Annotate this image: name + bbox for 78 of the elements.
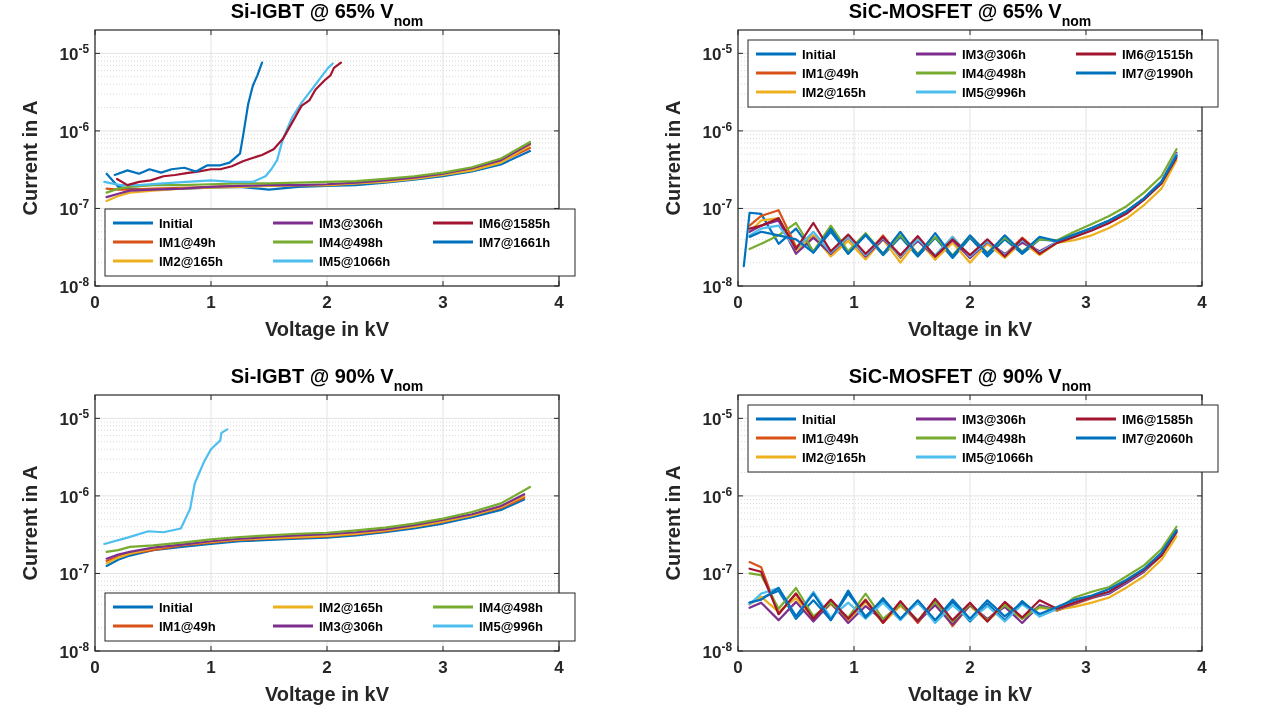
x-tick-label: 1 (849, 658, 859, 677)
legend-label: IM3@306h (962, 47, 1027, 62)
x-tick-label: 0 (90, 293, 100, 312)
y-tick-label: 10$^{-7}$ (702, 562, 733, 585)
chart-title: Si-IGBT @ 65% V$_{nom}$ (230, 0, 424, 29)
legend-label: IM3@306h (319, 216, 384, 231)
x-tick-label: 3 (1081, 293, 1091, 312)
x-tick-label: 0 (733, 293, 743, 312)
x-tick-label: 3 (438, 293, 448, 312)
legend-label: IM5@996h (962, 85, 1027, 100)
y-tick-label: 10$^{-8}$ (59, 275, 90, 297)
x-tick-label: 4 (1197, 293, 1208, 312)
legend-label: Initial (802, 412, 836, 427)
y-tick-label: 10$^{-8}$ (702, 275, 733, 297)
x-tick-label: 2 (965, 293, 975, 312)
legend-label: IM2@165h (159, 254, 224, 269)
x-axis-title: Voltage in kV (264, 683, 390, 705)
x-tick-label: 3 (1081, 658, 1091, 677)
legend-label: IM1@49h (159, 235, 216, 250)
x-tick-label: 1 (849, 293, 859, 312)
legend-label: IM3@306h (319, 619, 384, 634)
chart-title: SiC-MOSFET @ 65% V$_{nom}$ (848, 0, 1092, 29)
y-tick-label: 10$^{-6}$ (59, 484, 90, 507)
chart-title: Si-IGBT @ 90% V$_{nom}$ (230, 365, 424, 394)
chart-title: SiC-MOSFET @ 90% V$_{nom}$ (848, 365, 1092, 394)
y-tick-label: 10$^{-6}$ (59, 119, 90, 142)
y-tick-label: 10$^{-7}$ (59, 197, 90, 220)
x-tick-label: 2 (965, 658, 975, 677)
x-axis-title: Voltage in kV (907, 318, 1033, 340)
legend-label: IM5@1066h (962, 450, 1034, 465)
y-tick-label: 10$^{-6}$ (702, 119, 733, 142)
y-tick-label: 10$^{-5}$ (59, 407, 90, 430)
legend-label: IM5@1066h (319, 254, 391, 269)
y-tick-label: 10$^{-7}$ (59, 562, 90, 585)
x-tick-label: 4 (554, 658, 565, 677)
legend-label: IM4@498h (319, 235, 384, 250)
x-tick-label: 0 (90, 658, 100, 677)
x-tick-label: 2 (322, 658, 332, 677)
x-tick-label: 2 (322, 293, 332, 312)
x-tick-label: 4 (1197, 658, 1208, 677)
legend-label: IM4@498h (962, 431, 1027, 446)
y-tick-label: 10$^{-7}$ (702, 197, 733, 220)
legend-label: IM7@1661h (479, 235, 551, 250)
legend-label: Initial (802, 47, 836, 62)
legend-label: IM6@1585h (1122, 412, 1194, 427)
y-tick-label: 10$^{-5}$ (702, 407, 733, 430)
legend-label: IM6@1585h (479, 216, 551, 231)
x-tick-label: 3 (438, 658, 448, 677)
y-tick-label: 10$^{-5}$ (702, 42, 733, 65)
legend-label: IM7@2060h (1122, 431, 1194, 446)
x-tick-label: 4 (554, 293, 565, 312)
legend-label: IM2@165h (319, 600, 384, 615)
legend-label: IM1@49h (802, 66, 859, 81)
y-tick-label: 10$^{-8}$ (702, 640, 733, 662)
legend-label: IM6@1515h (1122, 47, 1194, 62)
x-axis-title: Voltage in kV (264, 318, 390, 340)
legend-label: IM4@498h (479, 600, 544, 615)
legend-label: IM2@165h (802, 450, 867, 465)
legend-label: IM3@306h (962, 412, 1027, 427)
legend-label: Initial (159, 216, 193, 231)
legend-label: IM2@165h (802, 85, 867, 100)
x-tick-label: 1 (206, 293, 216, 312)
legend-label: IM5@996h (479, 619, 544, 634)
legend-label: IM1@49h (802, 431, 859, 446)
y-axis-title: Current in A (19, 100, 41, 216)
legend-label: IM7@1990h (1122, 66, 1194, 81)
y-axis-title: Current in A (662, 100, 684, 216)
x-tick-label: 0 (733, 658, 743, 677)
y-axis-title: Current in A (19, 465, 41, 581)
y-tick-label: 10$^{-6}$ (702, 484, 733, 507)
legend-label: IM1@49h (159, 619, 216, 634)
y-axis-title: Current in A (662, 465, 684, 581)
y-tick-label: 10$^{-8}$ (59, 640, 90, 662)
x-tick-label: 1 (206, 658, 216, 677)
y-tick-label: 10$^{-5}$ (59, 42, 90, 65)
x-axis-title: Voltage in kV (907, 683, 1033, 705)
legend-label: Initial (159, 600, 193, 615)
legend-label: IM4@498h (962, 66, 1027, 81)
